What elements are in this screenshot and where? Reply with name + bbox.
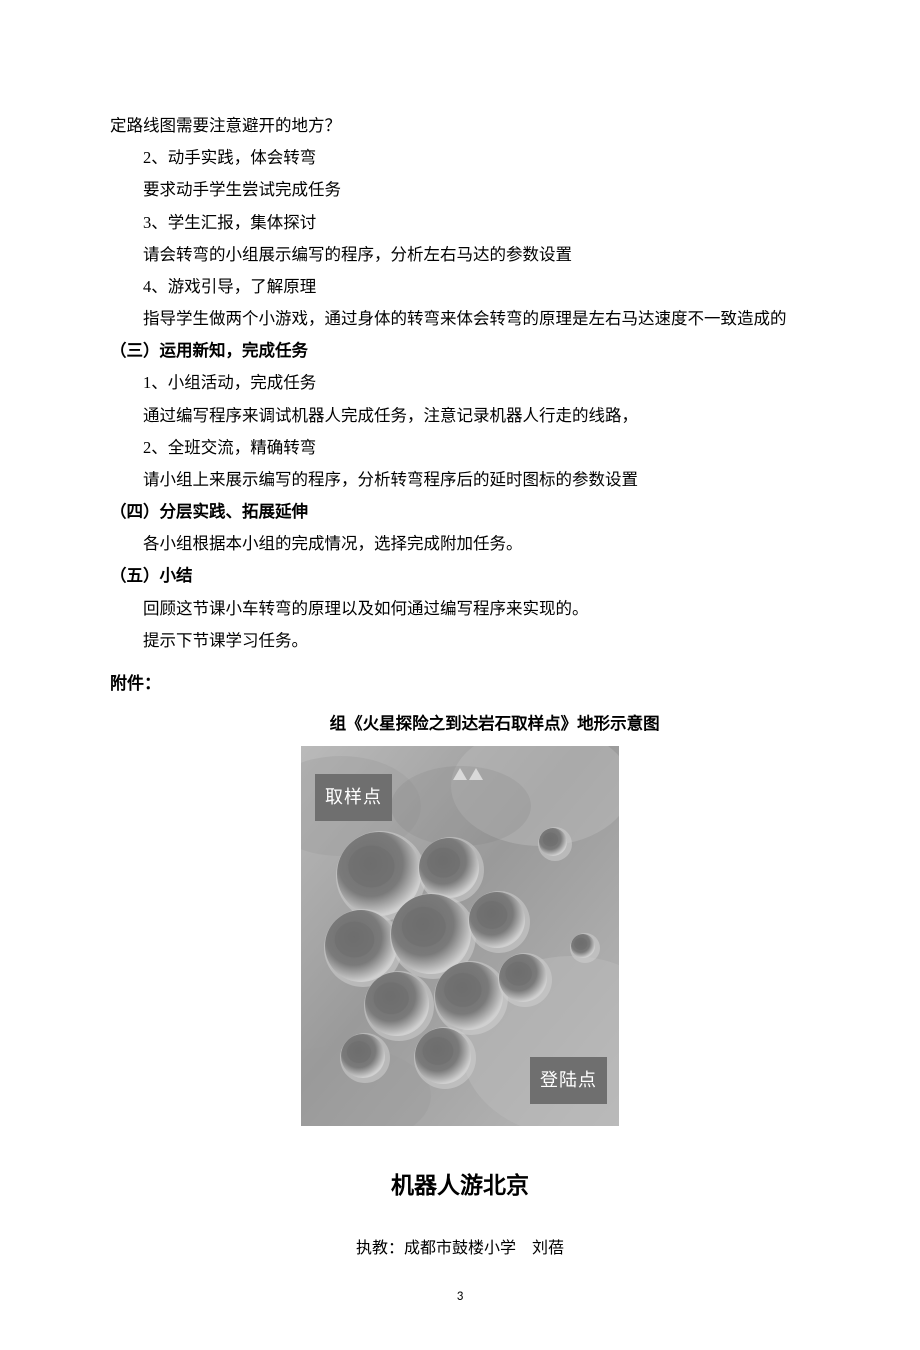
section-heading-4: （四）分层实践、拓展延伸 — [110, 496, 810, 528]
terrain-caption-text: 组《火星探险之到达岩石取样点》地形示意图 — [330, 714, 660, 733]
terrain-caption: 组《火星探险之到达岩石取样点》地形示意图 — [110, 708, 810, 740]
body-line: 指导学生做两个小游戏，通过身体的转弯来体会转弯的原理是左右马达速度不一致造成的 — [110, 303, 810, 335]
body-line: 请小组上来展示编写的程序，分析转弯程序后的延时图标的参数设置 — [110, 464, 810, 496]
body-line: 提示下节课学习任务。 — [110, 625, 810, 657]
body-line: 要求动手学生尝试完成任务 — [110, 174, 810, 206]
lesson-title-2: 机器人游北京 — [110, 1164, 810, 1209]
body-line: 2、全班交流，精确转弯 — [110, 432, 810, 464]
body-line: 2、动手实践，体会转弯 — [110, 142, 810, 174]
flag-icon — [453, 768, 467, 780]
sampling-point-label: 取样点 — [315, 774, 392, 821]
body-line: 请会转弯的小组展示编写的程序，分析左右马达的参数设置 — [110, 239, 810, 271]
document-page: 定路线图需要注意避开的地方？ 2、动手实践，体会转弯 要求动手学生尝试完成任务 … — [0, 0, 920, 1350]
terrain-figure: 取样点 登陆点 — [301, 746, 619, 1126]
landing-point-label: 登陆点 — [530, 1057, 607, 1104]
body-line: 定路线图需要注意避开的地方？ — [110, 110, 810, 142]
body-line: 各小组根据本小组的完成情况，选择完成附加任务。 — [110, 528, 810, 560]
page-number: 3 — [110, 1284, 810, 1309]
body-line: 3、学生汇报，集体探讨 — [110, 207, 810, 239]
section-heading-5: （五）小结 — [110, 560, 810, 592]
terrain-figure-wrap: 取样点 登陆点 — [110, 746, 810, 1126]
section-heading-3: （三）运用新知，完成任务 — [110, 335, 810, 367]
body-line: 1、小组活动，完成任务 — [110, 367, 810, 399]
body-line: 通过编写程序来调试机器人完成任务，注意记录机器人行走的线路， — [110, 400, 810, 432]
teacher-line: 执教：成都市鼓楼小学 刘蓓 — [110, 1233, 810, 1264]
attachment-heading: 附件： — [110, 667, 810, 700]
flag-icon — [469, 768, 483, 780]
body-line: 4、游戏引导，了解原理 — [110, 271, 810, 303]
flags-icon — [453, 768, 483, 780]
body-line: 回顾这节课小车转弯的原理以及如何通过编写程序来实现的。 — [110, 593, 810, 625]
